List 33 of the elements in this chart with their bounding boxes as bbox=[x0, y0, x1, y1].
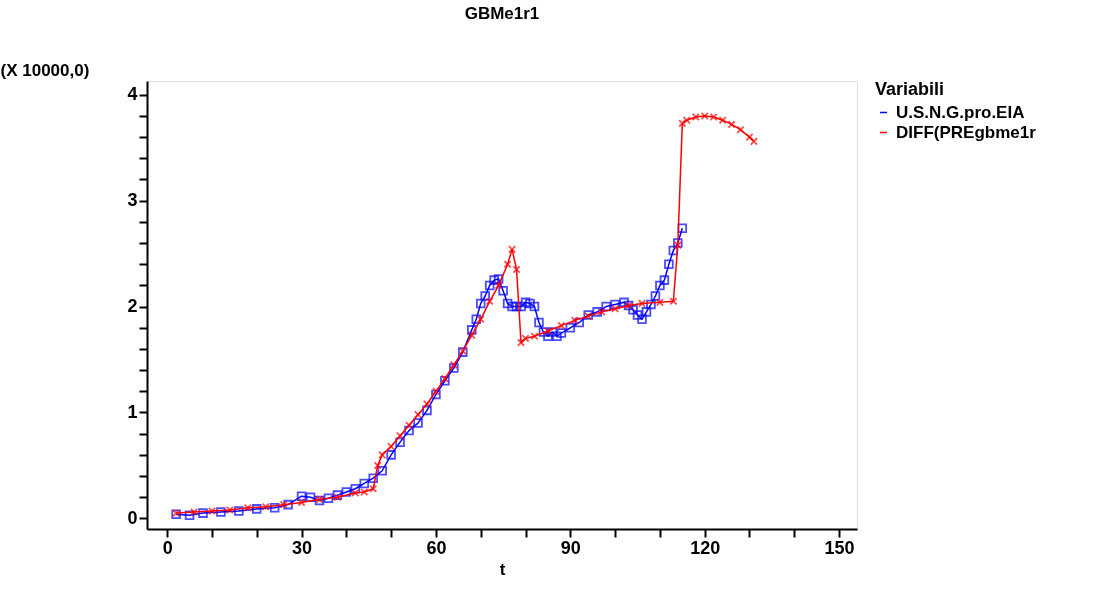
x-tick-label: 150 bbox=[824, 537, 855, 558]
point bbox=[279, 500, 288, 509]
point bbox=[494, 281, 503, 290]
point bbox=[557, 321, 566, 330]
y-tick-label: 3 bbox=[127, 190, 138, 211]
x-tick-label: 0 bbox=[162, 537, 173, 558]
point bbox=[396, 431, 405, 440]
point bbox=[512, 265, 521, 274]
legend-title: Variabili bbox=[875, 79, 945, 99]
point bbox=[189, 507, 199, 517]
x-axis-title: t bbox=[499, 559, 506, 579]
point bbox=[378, 450, 387, 459]
point bbox=[422, 399, 432, 409]
y-tick-label: 2 bbox=[127, 296, 138, 317]
point bbox=[736, 125, 745, 134]
point bbox=[297, 498, 306, 507]
y-tick-label: 1 bbox=[127, 402, 138, 422]
y-tick-label: 4 bbox=[127, 84, 138, 105]
point bbox=[225, 505, 234, 514]
legend-label: DIFF(PREgbme1r bbox=[896, 122, 1037, 142]
x-tick-label: 30 bbox=[292, 537, 313, 558]
point bbox=[207, 506, 217, 516]
y-axis-title: (X 10000,0) bbox=[0, 60, 90, 80]
point bbox=[727, 120, 736, 129]
x-tick-label: 60 bbox=[426, 537, 447, 558]
point bbox=[543, 326, 552, 336]
chart-title: GBMe1r1 bbox=[464, 4, 540, 23]
legend-label: U.S.N.G.pro.EIA bbox=[896, 102, 1025, 122]
point bbox=[404, 421, 414, 430]
x-tick-label: 120 bbox=[690, 537, 721, 558]
point bbox=[373, 461, 382, 470]
y-tick-label: 0 bbox=[127, 507, 138, 528]
x-tick-label: 90 bbox=[560, 537, 581, 558]
